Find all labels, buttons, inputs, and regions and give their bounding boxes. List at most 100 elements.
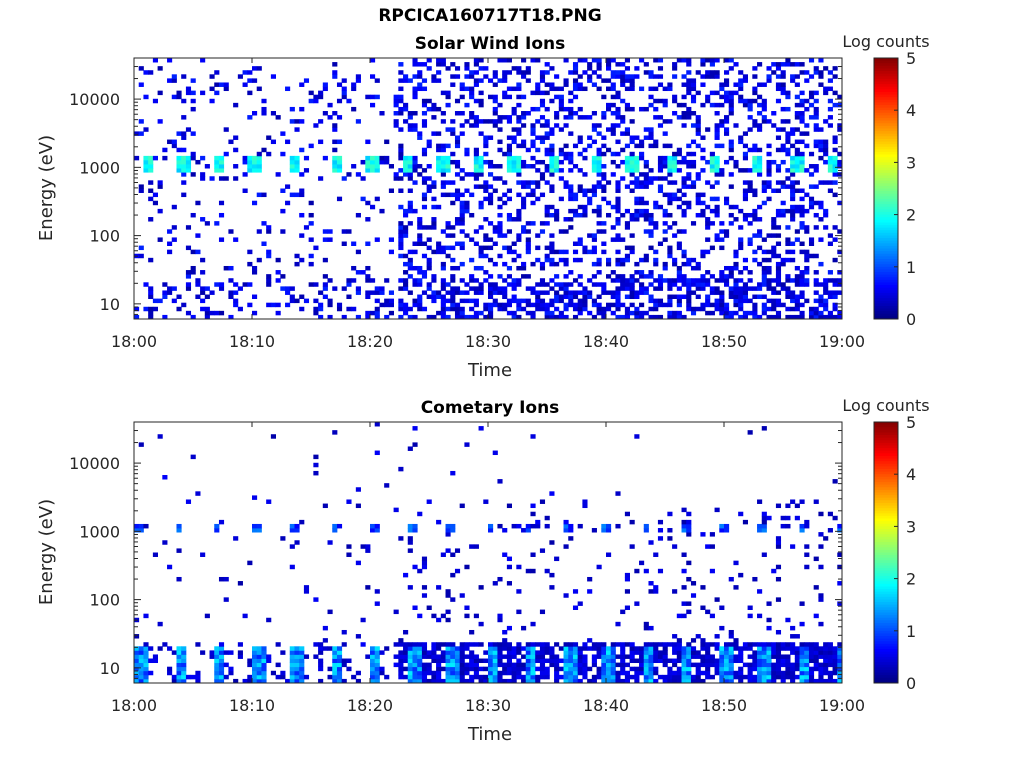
heatmap-cell bbox=[530, 666, 536, 672]
heatmap-cell bbox=[488, 119, 494, 124]
heatmap-cell bbox=[615, 70, 621, 75]
heatmap-cell bbox=[506, 58, 512, 63]
heatmap-cell bbox=[728, 106, 734, 112]
heatmap-cell bbox=[488, 237, 494, 242]
heatmap-cell bbox=[516, 143, 522, 149]
heatmap-cell bbox=[582, 654, 588, 659]
heatmap-cell bbox=[549, 188, 555, 193]
heatmap-cell bbox=[761, 278, 767, 283]
heatmap-cell bbox=[648, 135, 654, 140]
heatmap-cell bbox=[572, 249, 579, 255]
heatmap-cell bbox=[624, 589, 630, 594]
heatmap-cell bbox=[488, 646, 494, 651]
heatmap-cell bbox=[185, 90, 192, 96]
heatmap-cell bbox=[233, 536, 239, 541]
heatmap-cell bbox=[681, 507, 687, 513]
heatmap-cell bbox=[374, 589, 380, 594]
heatmap-cell bbox=[256, 168, 262, 173]
heatmap-cell bbox=[676, 270, 682, 275]
heatmap-cell bbox=[525, 286, 531, 291]
heatmap-cell bbox=[827, 678, 833, 684]
heatmap-cell bbox=[577, 151, 583, 157]
heatmap-cell bbox=[539, 229, 546, 234]
colorbar-segment bbox=[874, 125, 898, 129]
heatmap-cell bbox=[516, 70, 522, 75]
heatmap-cell bbox=[733, 654, 739, 659]
colorbar-segment bbox=[874, 123, 898, 127]
heatmap-cell bbox=[719, 102, 725, 108]
heatmap-cell bbox=[639, 666, 645, 672]
heatmap-cell bbox=[757, 111, 763, 116]
heatmap-cell bbox=[785, 306, 791, 312]
heatmap-cell bbox=[204, 221, 210, 226]
heatmap-cell bbox=[639, 646, 645, 651]
colorbar-segment bbox=[874, 641, 898, 645]
heatmap-cell bbox=[544, 62, 550, 67]
heatmap-cell bbox=[733, 123, 739, 128]
colorbar-segment bbox=[874, 622, 898, 627]
heatmap-cell bbox=[568, 674, 574, 680]
heatmap-cell bbox=[780, 82, 786, 87]
heatmap-cell bbox=[705, 310, 711, 316]
heatmap-cell bbox=[752, 294, 758, 300]
heatmap-cell bbox=[596, 172, 602, 177]
colorbar-segment bbox=[874, 638, 898, 642]
heatmap-cell bbox=[360, 270, 366, 275]
heatmap-cell bbox=[497, 662, 503, 668]
heatmap-cell bbox=[412, 642, 418, 647]
heatmap-cell bbox=[690, 86, 697, 92]
heatmap-cell bbox=[728, 290, 734, 295]
heatmap-cell bbox=[549, 66, 555, 71]
heatmap-cell bbox=[728, 666, 734, 672]
heatmap-cell bbox=[728, 102, 734, 108]
heatmap-cell bbox=[804, 168, 810, 173]
heatmap-cell bbox=[785, 646, 791, 651]
heatmap-cell bbox=[299, 654, 305, 659]
heatmap-cell bbox=[690, 278, 697, 283]
heatmap-cell bbox=[247, 249, 253, 255]
colorbar-segment bbox=[874, 112, 898, 116]
heatmap-cell bbox=[497, 58, 503, 63]
heatmap-cell bbox=[346, 278, 352, 283]
heatmap-cell bbox=[299, 294, 305, 300]
heatmap-cell bbox=[676, 188, 682, 193]
heatmap-cell bbox=[398, 188, 404, 193]
heatmap-cell bbox=[388, 188, 394, 193]
heatmap-cell bbox=[464, 654, 470, 659]
heatmap-cell bbox=[563, 151, 569, 157]
heatmap-cell bbox=[539, 282, 546, 287]
colorbar-segment bbox=[874, 225, 898, 229]
heatmap-cell bbox=[804, 662, 810, 668]
heatmap-cell bbox=[549, 646, 555, 651]
heatmap-cell bbox=[214, 82, 220, 87]
heatmap-cell bbox=[228, 278, 234, 283]
heatmap-cell bbox=[289, 106, 295, 112]
heatmap-cell bbox=[827, 86, 833, 92]
colorbar-segment bbox=[874, 110, 898, 114]
heatmap-cell bbox=[813, 115, 819, 120]
heatmap-cell bbox=[681, 650, 687, 655]
heatmap-cell bbox=[639, 286, 645, 291]
heatmap-cell bbox=[747, 106, 753, 112]
colorbar-segment bbox=[874, 440, 898, 444]
heatmap-cell bbox=[577, 168, 583, 173]
y-tick-label: 100 bbox=[89, 227, 120, 246]
heatmap-cell bbox=[728, 310, 734, 316]
heatmap-cell bbox=[808, 674, 815, 680]
heatmap-cell bbox=[200, 270, 206, 275]
heatmap-cell bbox=[724, 159, 730, 165]
heatmap-cell bbox=[563, 290, 569, 295]
heatmap-cell bbox=[403, 674, 409, 680]
heatmap-cell bbox=[643, 217, 649, 222]
heatmap-cell bbox=[134, 646, 140, 651]
heatmap-cell bbox=[143, 666, 149, 672]
heatmap-cell bbox=[761, 302, 767, 308]
heatmap-cell bbox=[747, 662, 753, 668]
heatmap-cell bbox=[572, 278, 579, 283]
heatmap-cell bbox=[624, 164, 630, 169]
heatmap-cell bbox=[327, 278, 333, 283]
heatmap-cell bbox=[676, 674, 682, 680]
heatmap-cell bbox=[318, 119, 324, 124]
heatmap-cell bbox=[412, 58, 418, 63]
heatmap-cell bbox=[596, 86, 602, 92]
